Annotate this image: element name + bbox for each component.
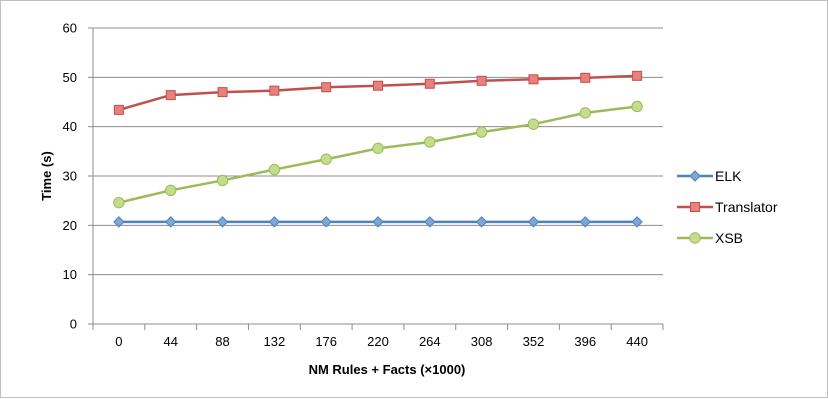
legend-label-xsb: XSB — [715, 230, 743, 246]
data-point-xsb — [527, 118, 540, 130]
series-lines — [113, 70, 643, 228]
x-tick-label: 44 — [163, 334, 177, 349]
x-tick-label: 352 — [523, 334, 545, 349]
x-tick-label: 396 — [574, 334, 596, 349]
data-point-translator — [580, 72, 591, 83]
y-tick-label: 0 — [70, 317, 77, 332]
data-point-elk — [268, 216, 281, 228]
x-tick-label: 0 — [115, 334, 122, 349]
y-tick-label: 30 — [63, 169, 77, 184]
data-point-elk — [165, 216, 177, 228]
y-tick-label: 40 — [63, 119, 77, 134]
legend-label-elk: ELK — [715, 168, 742, 184]
data-point-xsb — [424, 136, 436, 148]
data-point-elk — [475, 216, 488, 228]
data-point-xsb — [475, 126, 488, 138]
legend-item-elk: ELK — [677, 168, 742, 184]
series-translator — [113, 70, 643, 115]
data-point-elk — [631, 216, 643, 228]
legend: ELK Translator XSB — [677, 168, 778, 246]
data-point-translator — [165, 90, 176, 101]
data-point-elk — [372, 216, 384, 228]
y-tick-label: 60 — [63, 21, 77, 36]
legend-marker-elk — [689, 170, 701, 182]
data-point-xsb — [268, 163, 281, 176]
data-point-elk — [424, 216, 436, 228]
data-point-translator — [373, 80, 383, 91]
data-point-elk — [320, 216, 332, 228]
legend-item-xsb: XSB — [677, 230, 743, 246]
data-point-xsb — [165, 184, 177, 197]
data-point-elk — [216, 216, 229, 228]
data-point-xsb — [216, 174, 229, 187]
y-tick-label: 50 — [63, 70, 77, 85]
x-tick-label: 176 — [315, 334, 337, 349]
data-point-xsb — [320, 153, 332, 165]
data-point-translator — [321, 82, 332, 93]
data-point-translator — [476, 75, 487, 86]
series-elk — [113, 216, 643, 228]
data-point-elk — [113, 216, 125, 228]
legend-label-translator: Translator — [715, 199, 778, 215]
data-point-translator — [269, 85, 280, 96]
x-tick-label: 308 — [471, 334, 493, 349]
data-point-translator — [217, 87, 228, 98]
data-point-translator — [528, 74, 539, 85]
series-line-xsb — [118, 105, 638, 204]
y-tick-label: 20 — [63, 218, 77, 233]
legend-marker-translator — [690, 202, 700, 212]
axes: 0 10 20 30 40 50 60 0 44 88 132 176 220 264 308 352 396 4… — [63, 21, 664, 349]
x-tick-label: 88 — [215, 334, 229, 349]
y-axis-title: Time (s) — [39, 151, 54, 201]
x-tick-label: 220 — [367, 334, 389, 349]
data-point-translator — [424, 78, 435, 89]
x-tick-label: 132 — [264, 334, 286, 349]
data-point-xsb — [372, 142, 384, 155]
legend-item-translator: Translator — [677, 199, 778, 215]
data-point-elk — [579, 216, 591, 228]
gridlines — [93, 27, 663, 276]
x-tick-label: 440 — [626, 334, 648, 349]
x-axis-title: NM Rules + Facts (×1000) — [309, 362, 466, 377]
x-tick-label: 264 — [419, 334, 441, 349]
data-point-elk — [527, 216, 540, 228]
data-point-translator — [632, 70, 643, 81]
y-tick-label: 10 — [63, 267, 77, 282]
data-point-xsb — [631, 100, 643, 113]
legend-marker-xsb — [689, 232, 701, 244]
data-point-translator — [113, 104, 124, 115]
series-xsb — [113, 100, 643, 209]
data-point-xsb — [579, 107, 591, 119]
data-point-xsb — [113, 196, 125, 209]
